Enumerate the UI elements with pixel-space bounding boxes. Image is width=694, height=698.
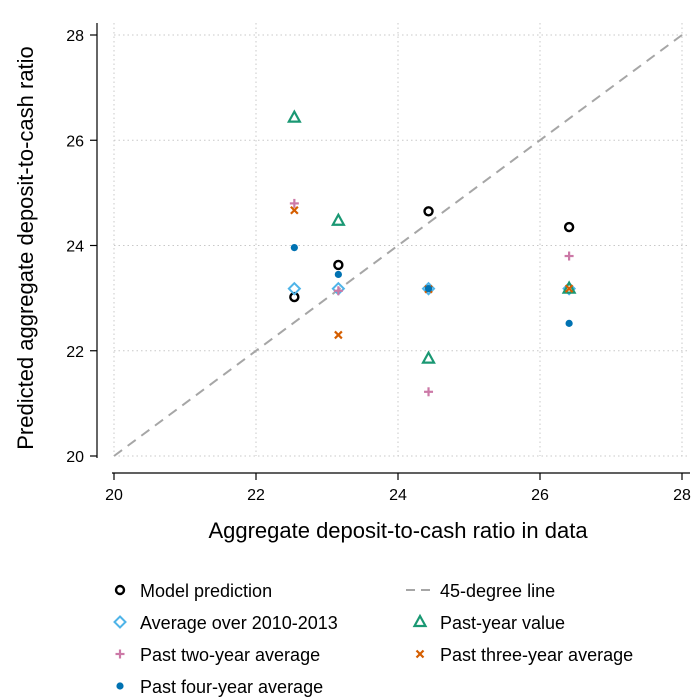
point-series0-2 xyxy=(423,206,434,217)
point-series0-3 xyxy=(563,221,575,233)
point-series1-3 xyxy=(562,281,577,296)
point-series3-0 xyxy=(289,198,299,208)
point-series2-3 xyxy=(561,280,577,294)
legend-marker-4 xyxy=(115,649,125,659)
x-axis-title: Aggregate deposit-to-cash ratio in data xyxy=(208,518,588,543)
y-tick-label-28: 28 xyxy=(66,28,84,45)
x-tick-label-28: 28 xyxy=(673,487,691,504)
point-series4-1 xyxy=(334,330,343,340)
x-tick-label-26: 26 xyxy=(531,487,549,504)
point-series3-1 xyxy=(333,286,343,296)
point-series5-1 xyxy=(334,270,342,279)
axes: 20 22 24 26 28 20 22 24 26 28 xyxy=(66,23,691,504)
legend: Model prediction 45-degree line Average ov… xyxy=(113,581,633,697)
legend-label-1: 45-degree line xyxy=(440,581,555,601)
x-tick-label-24: 24 xyxy=(389,487,407,504)
legend-item-2: Average over 2010-2013 xyxy=(113,613,338,633)
legend-label-4: Past two-year average xyxy=(140,645,320,665)
point-series2-0 xyxy=(286,109,302,123)
point-series5-3 xyxy=(565,319,573,327)
legend-label-5: Past three-year average xyxy=(440,645,633,665)
point-series2-2 xyxy=(421,350,436,364)
x-tick-label-22: 22 xyxy=(247,487,265,504)
y-tick-label-22: 22 xyxy=(66,344,84,361)
legend-label-0: Model prediction xyxy=(140,581,272,601)
legend-item-6: Past four-year average xyxy=(116,677,323,697)
point-series1-0 xyxy=(287,281,302,296)
point-series4-0 xyxy=(290,205,299,215)
point-series5-2 xyxy=(424,285,433,293)
legend-marker-6 xyxy=(116,682,124,690)
legend-label-6: Past four-year average xyxy=(140,677,323,697)
legend-item-0: Model prediction xyxy=(114,581,272,601)
point-series4-3 xyxy=(564,284,574,293)
legend-label-3: Past-year value xyxy=(440,613,565,633)
legend-item-1: 45-degree line xyxy=(406,581,555,601)
y-tick-label-24: 24 xyxy=(66,239,84,256)
legend-item-5: Past three-year average xyxy=(415,645,633,665)
legend-label-2: Average over 2010-2013 xyxy=(140,613,338,633)
data-points xyxy=(286,109,577,397)
y-tick-label-26: 26 xyxy=(66,133,84,150)
point-series5-0 xyxy=(290,244,298,252)
y-tick-label-20: 20 xyxy=(66,449,84,466)
legend-item-4: Past two-year average xyxy=(115,645,320,665)
legend-marker-2 xyxy=(113,615,127,629)
point-series3-2 xyxy=(424,387,434,397)
legend-item-3: Past-year value xyxy=(412,613,565,633)
legend-marker-3 xyxy=(412,613,428,628)
y-axis-title: Predicted aggregate deposit-to-cash rati… xyxy=(13,46,38,450)
point-series2-1 xyxy=(330,212,346,226)
legend-marker-5 xyxy=(415,649,425,659)
point-series3-3 xyxy=(564,251,574,261)
grid-lines xyxy=(113,23,690,457)
x-tick-label-20: 20 xyxy=(105,487,123,504)
point-series0-1 xyxy=(333,259,344,271)
legend-marker-0 xyxy=(114,584,126,596)
